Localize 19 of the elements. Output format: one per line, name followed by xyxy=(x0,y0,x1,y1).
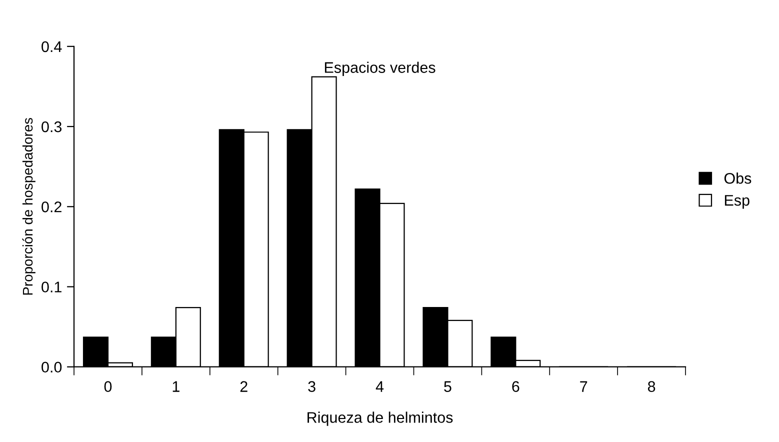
legend-label: Esp xyxy=(724,195,750,209)
y-tick-label: 0.3 xyxy=(42,121,62,132)
x-tick-label: 7 xyxy=(580,381,588,392)
y-tick-label: 0.0 xyxy=(42,362,62,373)
x-tick-label: 4 xyxy=(376,381,384,392)
legend-label: Obs xyxy=(724,172,752,184)
x-tick-label: 5 xyxy=(444,381,452,392)
text: Espacios verdes xyxy=(324,62,436,76)
x-axis-title: Riqueza de helmintos xyxy=(308,412,453,426)
x-tick-label: 2 xyxy=(240,381,248,392)
x-tick-label: 0 xyxy=(104,381,112,392)
y-tick-label: 0.1 xyxy=(42,282,62,292)
y-tick-label: 0.4 xyxy=(42,41,62,52)
x-tick-label: 6 xyxy=(512,381,520,392)
y-tick-label: 0.2 xyxy=(42,202,62,212)
x-tick-label: 1 xyxy=(172,381,180,392)
y-axis-title: Proporción de hospedadores xyxy=(22,118,36,295)
x-tick-label: 8 xyxy=(648,381,656,392)
x-tick-label: 3 xyxy=(308,381,316,392)
